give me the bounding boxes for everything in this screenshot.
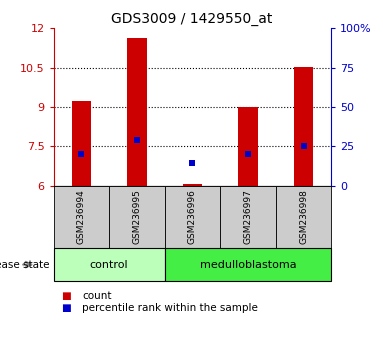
Text: ■: ■ [61,291,71,301]
Point [79,152,85,157]
Text: ■: ■ [61,303,71,313]
Point [190,160,196,166]
Bar [72,101,91,186]
Text: count: count [82,291,112,301]
Text: GDS3009 / 1429550_at: GDS3009 / 1429550_at [111,12,272,27]
Text: disease state: disease state [0,259,50,270]
Text: medulloblastoma: medulloblastoma [200,259,296,270]
Text: control: control [90,259,128,270]
Point [134,137,140,143]
Point [301,144,307,149]
Bar [294,67,313,186]
Point [245,151,251,157]
Text: GSM236997: GSM236997 [244,189,252,244]
Text: GSM236995: GSM236995 [133,189,141,244]
Bar [127,38,147,186]
Text: GSM236998: GSM236998 [299,189,308,244]
Text: GSM236996: GSM236996 [188,189,197,244]
Text: percentile rank within the sample: percentile rank within the sample [82,303,258,313]
Text: GSM236994: GSM236994 [77,189,86,244]
Bar [183,184,202,186]
Bar [238,107,258,186]
